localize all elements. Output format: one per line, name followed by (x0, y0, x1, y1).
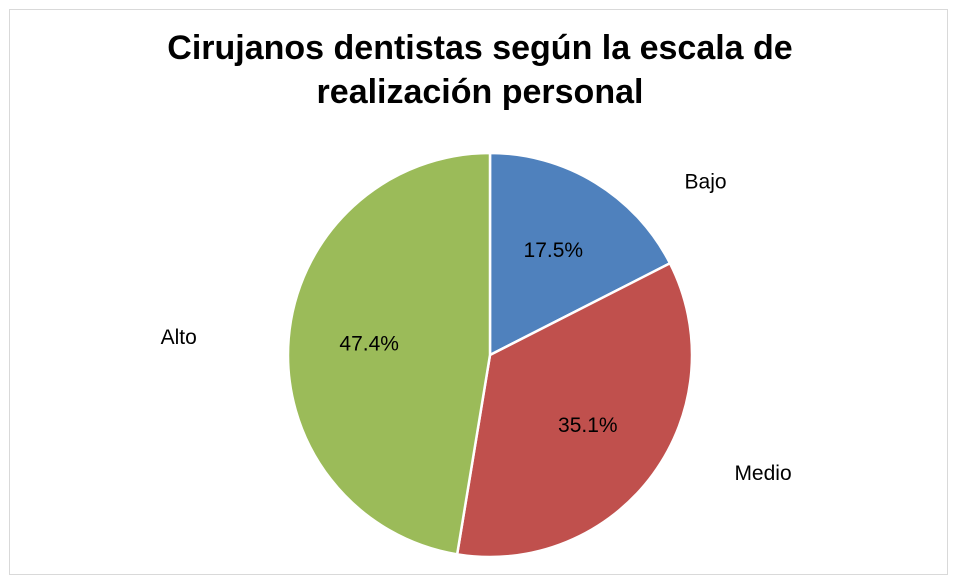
category-label: Medio (734, 462, 791, 485)
category-label: Alto (161, 326, 197, 349)
data-label: 47.4% (339, 333, 399, 356)
data-label: 17.5% (524, 239, 584, 262)
data-label: 35.1% (558, 414, 618, 437)
pie-slice (455, 261, 694, 559)
category-label: Bajo (685, 170, 727, 193)
chart-title: Cirujanos dentistas según la escala de r… (167, 29, 793, 111)
pie-slice (488, 151, 672, 358)
pie-slice (286, 151, 492, 556)
